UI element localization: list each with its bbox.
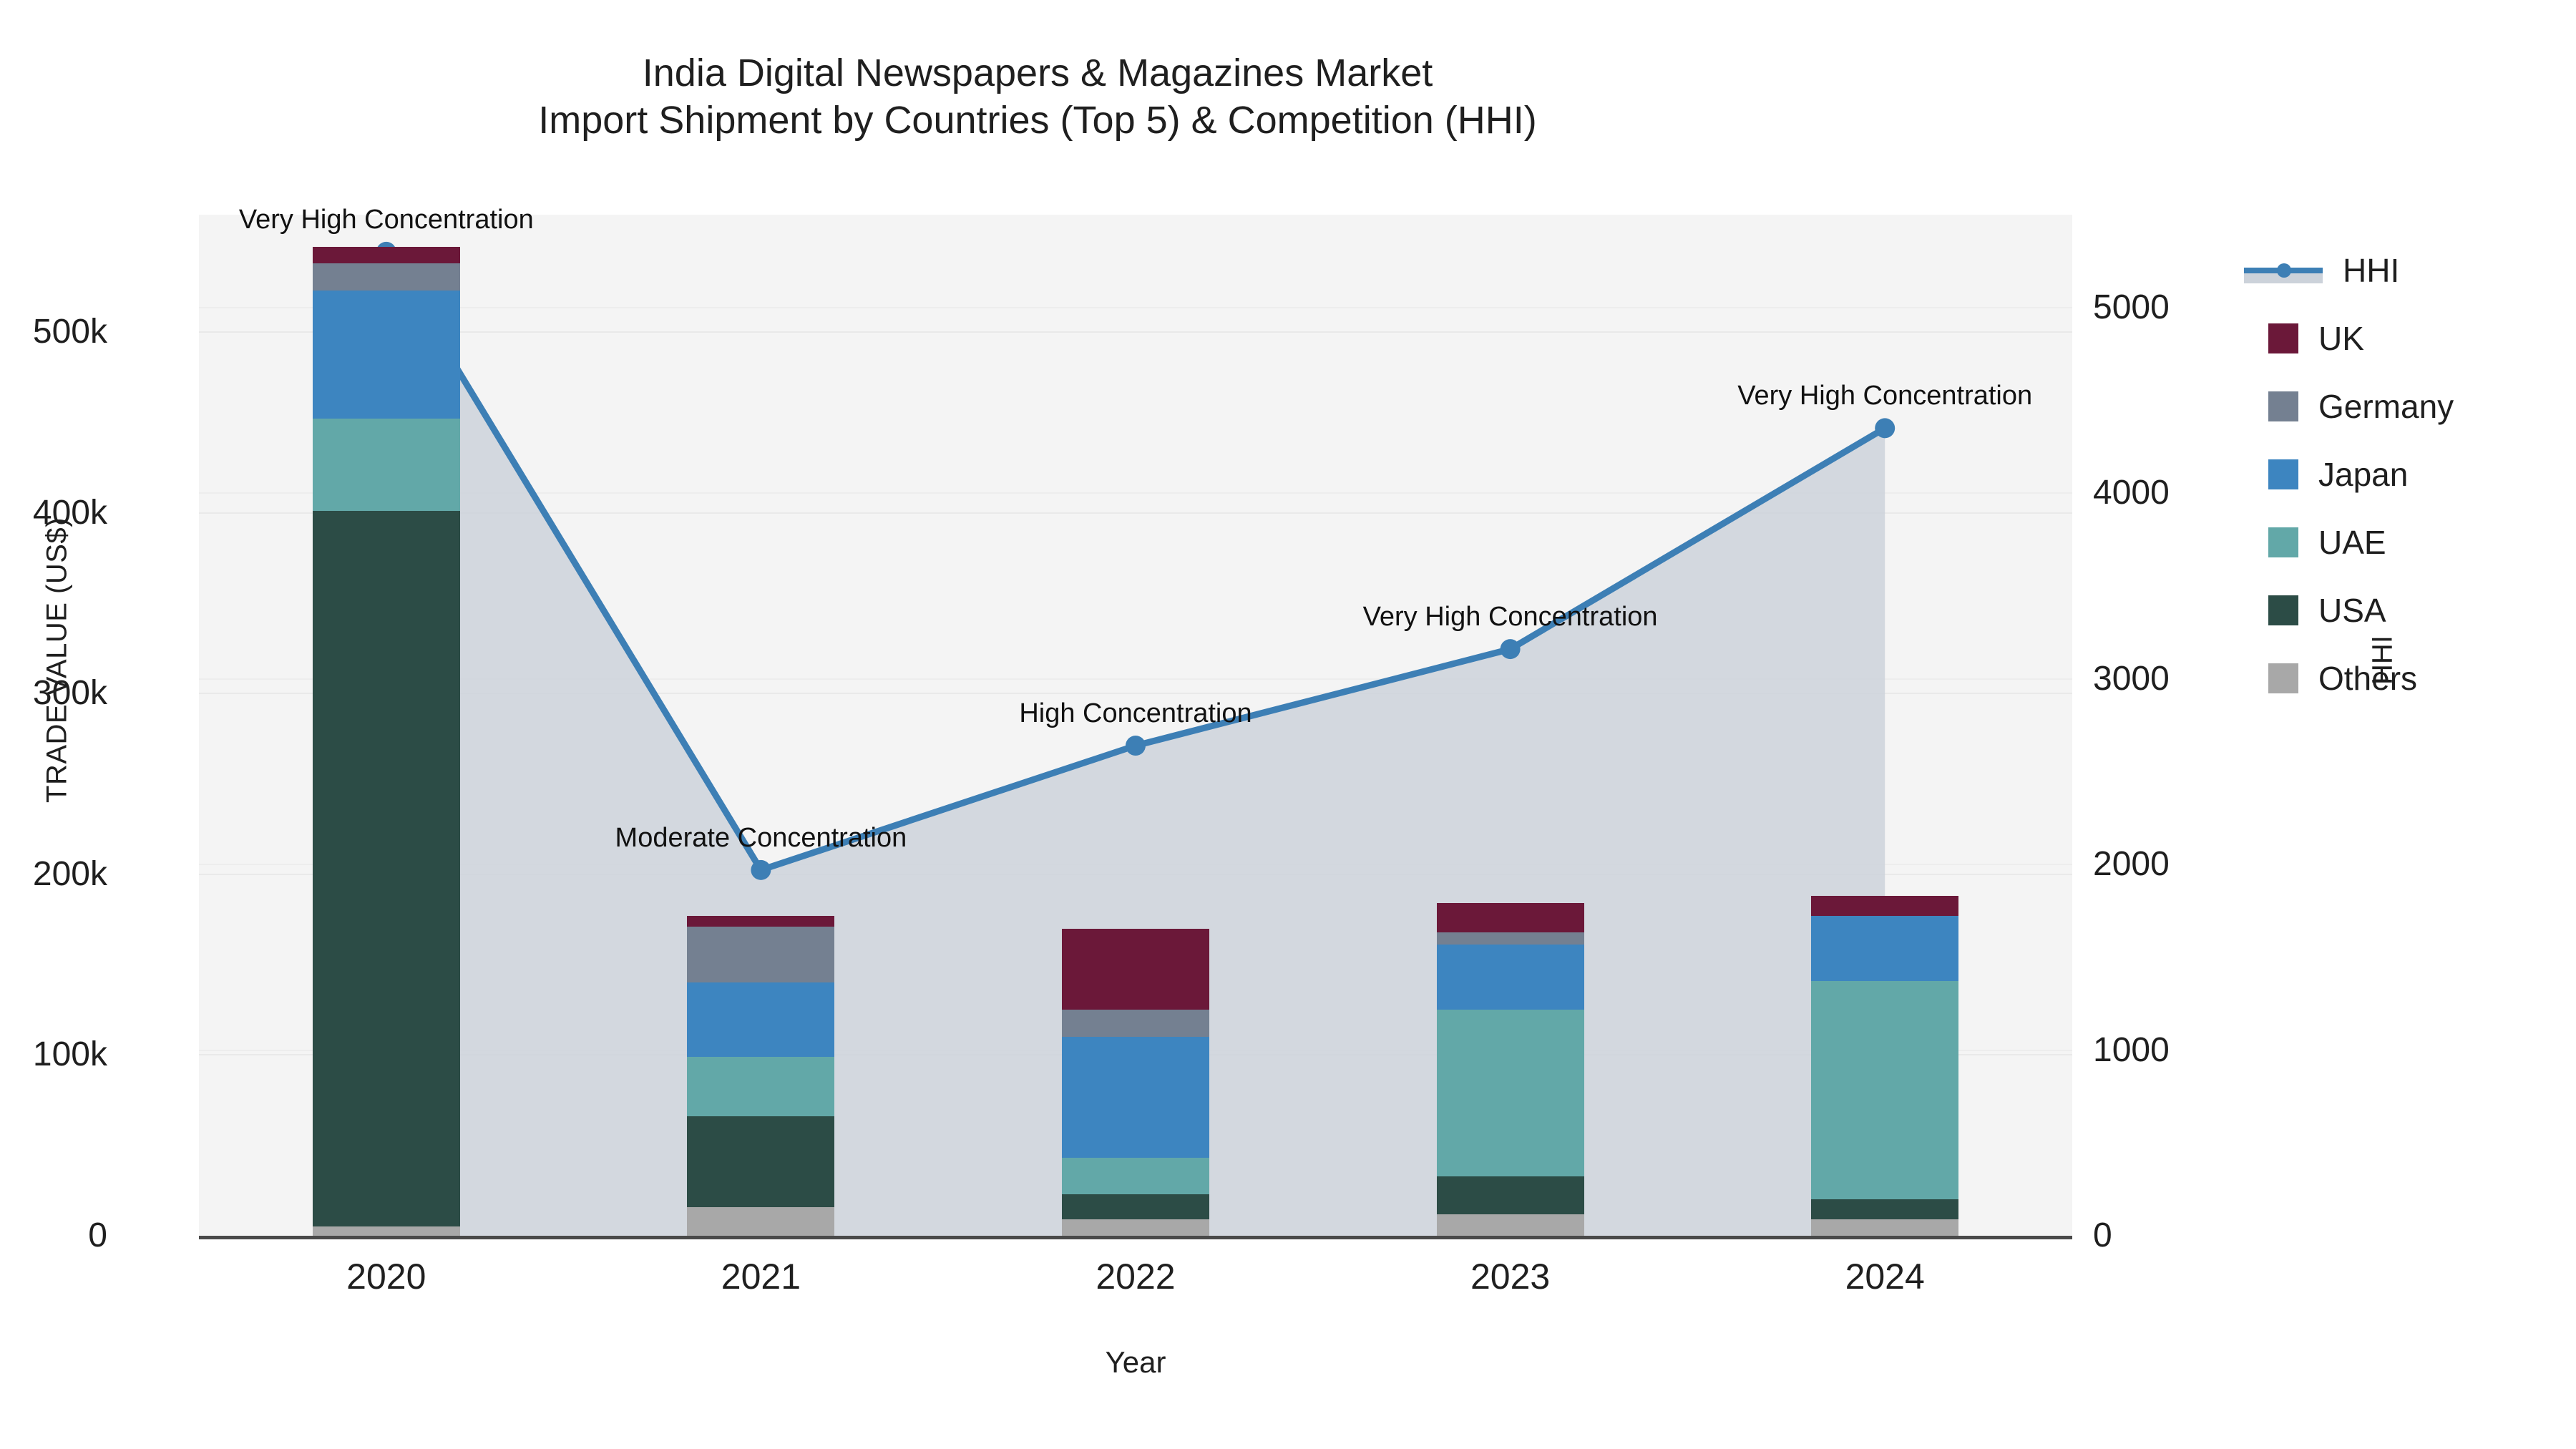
y-tick-left-300k: 300k	[32, 674, 107, 713]
bar-segment-2020-usa[interactable]	[312, 511, 460, 1227]
chart-title: India Digital Newspapers & Magazines Mar…	[0, 50, 2075, 145]
gridline-right-4000	[199, 492, 2072, 494]
y-tick-right-0: 0	[2093, 1216, 2112, 1254]
legend-label-japan: Japan	[2318, 455, 2409, 493]
bar-segment-2024-japan[interactable]	[1811, 915, 1959, 981]
chart-title-line-2: Import Shipment by Countries (Top 5) & C…	[538, 98, 1537, 142]
bar-segment-2022-uae[interactable]	[1062, 1158, 1209, 1194]
bar-segment-2021-usa[interactable]	[687, 1116, 835, 1207]
legend-item-uk[interactable]: UK	[2268, 304, 2454, 372]
legend-label-germany: Germany	[2318, 387, 2454, 425]
bar-segment-2020-germany[interactable]	[312, 263, 460, 291]
bar-segment-2023-japan[interactable]	[1436, 945, 1584, 1010]
legend-swatch-germany	[2268, 391, 2298, 421]
annotation-2021: Moderate Concentration	[615, 822, 907, 853]
legend-label-others: Others	[2318, 659, 2418, 697]
bar-segment-2024-others[interactable]	[1811, 1219, 1959, 1236]
x-axis-label: Year	[1105, 1345, 1166, 1379]
bar-segment-2020-uae[interactable]	[312, 419, 460, 512]
bar-segment-2024-uk[interactable]	[1811, 896, 1959, 916]
y-tick-left-100k: 100k	[32, 1035, 107, 1074]
legend-swatch-usa	[2268, 595, 2298, 625]
gridline-right-5000	[199, 306, 2072, 308]
y-axis-left-label: TRADE VALUE (US$)	[41, 517, 73, 803]
bar-segment-2021-others[interactable]	[687, 1206, 835, 1236]
bar-segment-2021-uae[interactable]	[687, 1056, 835, 1117]
x-tick-2024: 2024	[1845, 1257, 1925, 1297]
bar-segment-2024-uae[interactable]	[1811, 980, 1959, 1200]
legend-item-germany[interactable]: Germany	[2268, 372, 2454, 440]
gridline-left-200000	[199, 873, 2072, 875]
legend-label-uae: UAE	[2318, 523, 2386, 561]
bar-segment-2022-others[interactable]	[1062, 1219, 1209, 1236]
gridline-left-400000	[199, 512, 2072, 514]
bar-segment-2023-others[interactable]	[1436, 1214, 1584, 1236]
bar-segment-2024-usa[interactable]	[1811, 1199, 1959, 1220]
gridline-left-500000	[199, 331, 2072, 333]
bar-segment-2020-japan[interactable]	[312, 291, 460, 419]
annotation-2024: Very High Concentration	[1737, 381, 2033, 411]
y-tick-right-2000: 2000	[2093, 845, 2170, 884]
x-tick-2020: 2020	[346, 1257, 426, 1297]
annotation-2023: Very High Concentration	[1362, 602, 1658, 633]
bar-segment-2021-japan[interactable]	[687, 982, 835, 1057]
bar-segment-2022-uk[interactable]	[1062, 928, 1209, 1010]
y-tick-left-500k: 500k	[32, 313, 107, 351]
chart-title-line-1: India Digital Newspapers & Magazines Mar…	[642, 52, 1433, 94]
legend: HHI UK Germany Japan UAE USA Others	[2244, 236, 2454, 712]
legend-label-uk: UK	[2318, 319, 2364, 357]
x-axis-line	[199, 1236, 2072, 1239]
bar-segment-2020-uk[interactable]	[312, 247, 460, 264]
bar-segment-2022-usa[interactable]	[1062, 1194, 1209, 1220]
legend-swatch-uk	[2268, 323, 2298, 353]
legend-item-others[interactable]: Others	[2268, 644, 2454, 712]
y-tick-right-5000: 5000	[2093, 288, 2170, 326]
bar-segment-2023-usa[interactable]	[1436, 1176, 1584, 1214]
legend-swatch-japan	[2268, 459, 2298, 489]
y-tick-left-200k: 200k	[32, 854, 107, 893]
y-tick-left-400k: 400k	[32, 493, 107, 532]
bar-segment-2023-germany[interactable]	[1436, 932, 1584, 945]
legend-label-usa: USA	[2318, 591, 2386, 629]
x-tick-2021: 2021	[721, 1257, 801, 1297]
y-tick-right-4000: 4000	[2093, 474, 2170, 512]
x-tick-2023: 2023	[1470, 1257, 1551, 1297]
bar-segment-2022-germany[interactable]	[1062, 1010, 1209, 1038]
bar-segment-2021-uk[interactable]	[687, 915, 835, 927]
annotation-2020: Very High Concentration	[238, 204, 534, 235]
legend-item-japan[interactable]: Japan	[2268, 440, 2454, 508]
legend-swatch-others	[2268, 663, 2298, 693]
y-tick-left-0: 0	[88, 1216, 107, 1254]
bar-segment-2021-germany[interactable]	[687, 927, 835, 983]
gridline-right-3000	[199, 678, 2072, 680]
bar-segment-2023-uk[interactable]	[1436, 903, 1584, 932]
bar-segment-2022-japan[interactable]	[1062, 1037, 1209, 1158]
y-tick-right-1000: 1000	[2093, 1030, 2170, 1069]
bar-segment-2023-uae[interactable]	[1436, 1010, 1584, 1176]
legend-swatch-uae	[2268, 527, 2298, 557]
gridline-left-300000	[199, 693, 2072, 695]
legend-label-hhi: HHI	[2343, 251, 2400, 289]
legend-item-hhi[interactable]: HHI	[2244, 236, 2454, 304]
bar-segment-2020-others[interactable]	[312, 1226, 460, 1236]
annotation-2022: High Concentration	[1019, 698, 1252, 729]
legend-line-marker-icon	[2244, 255, 2323, 286]
gridline-right-2000	[199, 864, 2072, 866]
x-tick-2022: 2022	[1096, 1257, 1176, 1297]
legend-item-usa[interactable]: USA	[2268, 576, 2454, 644]
y-tick-right-3000: 3000	[2093, 659, 2170, 698]
legend-item-uae[interactable]: UAE	[2268, 508, 2454, 576]
